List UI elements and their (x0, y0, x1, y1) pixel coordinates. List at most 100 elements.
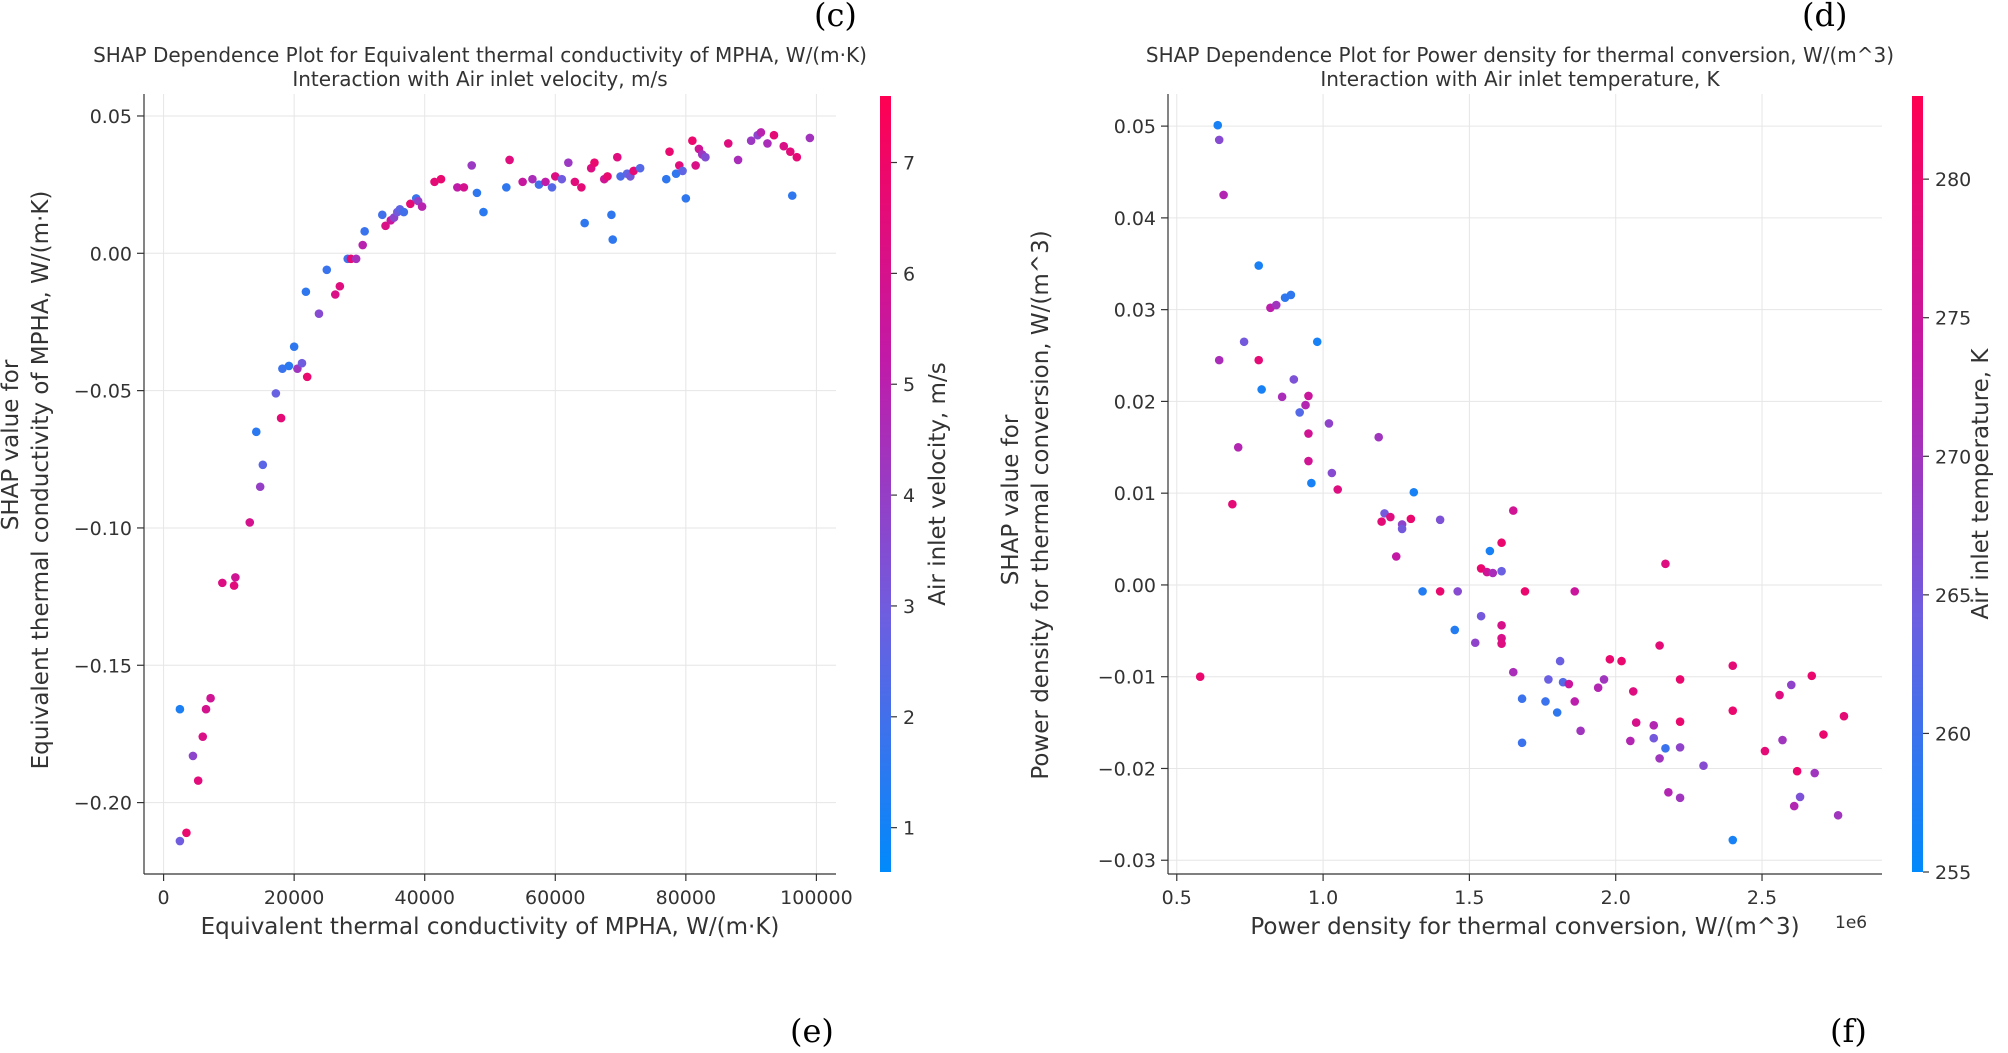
data-point (1254, 261, 1264, 270)
y-axis-label-line2: Equivalent thermal conductivity of MPHA,… (28, 191, 54, 770)
data-point (1386, 512, 1395, 522)
data-point (723, 139, 733, 148)
scatter-points (175, 128, 815, 846)
data-point (330, 290, 340, 299)
data-point (297, 358, 307, 368)
data-point (1541, 697, 1550, 706)
data-point (590, 158, 599, 167)
data-point (1391, 552, 1401, 561)
y-tick-label: −0.10 (74, 518, 132, 540)
data-point (1795, 792, 1805, 802)
data-point (1213, 120, 1223, 130)
data-point (1312, 337, 1322, 347)
x-tick-label: 0.5 (1162, 887, 1192, 909)
data-point (1661, 559, 1670, 569)
panel-label-e: (e) (790, 1012, 834, 1050)
data-point (1277, 392, 1287, 402)
data-point (1544, 675, 1553, 684)
data-point (206, 693, 215, 703)
colorbar-tick-label: 255 (1935, 862, 1971, 884)
data-point (1605, 654, 1615, 664)
data-point (1435, 515, 1445, 525)
data-point (1555, 656, 1565, 666)
data-point (1497, 538, 1506, 548)
data-point (1485, 546, 1495, 556)
data-point (201, 704, 211, 714)
data-point (1195, 672, 1205, 682)
x-tick-label: 40000 (394, 887, 454, 909)
x-tick-label: 1.5 (1454, 887, 1484, 909)
data-point (436, 174, 446, 184)
data-point (1304, 429, 1313, 438)
data-point (671, 169, 681, 178)
y-tick-label: −0.15 (74, 655, 132, 677)
data-point (1239, 337, 1249, 347)
y-ticks: −0.03 −0.02 −0.01 0.00 0.01 0.02 0.03 0.04 0.05 (1098, 116, 1168, 872)
data-point (550, 172, 560, 181)
data-point (557, 174, 567, 184)
data-point (479, 207, 488, 217)
data-point (1453, 587, 1462, 596)
data-point (635, 163, 645, 173)
data-point (1699, 761, 1708, 771)
chart-subtitle: Interaction with Air inlet temperature, … (1320, 67, 1720, 91)
data-point (1450, 625, 1460, 635)
data-point (1655, 641, 1664, 650)
data-point (188, 751, 198, 761)
data-point (258, 460, 268, 470)
data-point (1517, 738, 1527, 748)
data-point (564, 158, 573, 167)
chart-left: SHAP Dependence Plot for Equivalent ther… (0, 43, 951, 940)
data-point (1497, 621, 1506, 630)
colorbar-ticks: 1 2 3 4 5 6 7 (891, 153, 915, 840)
data-point (467, 161, 477, 170)
data-point (453, 183, 462, 192)
data-point (1570, 697, 1580, 706)
data-point (1374, 432, 1383, 442)
data-point (1271, 300, 1281, 310)
colorbar-tick-label: 7 (903, 153, 915, 175)
data-point (1626, 736, 1635, 746)
x-tick-label: 20000 (264, 887, 324, 909)
colorbar-tick-label: 3 (903, 596, 915, 618)
data-point (570, 177, 580, 187)
data-point (613, 152, 622, 162)
data-point (1289, 375, 1299, 384)
data-point (608, 235, 618, 244)
data-point (302, 372, 312, 382)
data-point (1631, 718, 1641, 727)
x-axis-label: Equivalent thermal conductivity of MPHA,… (201, 914, 780, 940)
data-point (1214, 355, 1224, 365)
data-point (289, 342, 299, 351)
colorbar-tick-label: 265 (1935, 585, 1971, 607)
axes (1167, 94, 1882, 875)
y-tick-label: −0.03 (1098, 850, 1156, 872)
y-tick-label: 0.03 (1114, 300, 1156, 322)
y-tick-label: 0.04 (1114, 208, 1156, 230)
data-point (284, 361, 294, 371)
data-point (335, 281, 345, 291)
y-tick-label: −0.05 (74, 381, 132, 403)
data-point (1675, 743, 1685, 752)
data-point (1327, 468, 1337, 478)
data-point (607, 210, 616, 220)
data-point (278, 364, 287, 373)
data-point (1649, 733, 1659, 743)
colorbar-tick-label: 1 (903, 818, 915, 840)
data-point (1333, 485, 1343, 494)
data-point (518, 177, 527, 187)
data-point (193, 776, 203, 785)
data-point (229, 581, 239, 590)
chart-title: SHAP Dependence Plot for Equivalent ther… (93, 43, 867, 67)
data-point (616, 172, 625, 181)
data-point (1775, 690, 1784, 700)
x-ticks: 0.5 1.0 1.5 2.0 2.5 (1162, 874, 1777, 909)
data-point (1617, 656, 1626, 666)
data-point (756, 128, 766, 137)
data-point (276, 413, 286, 423)
axes (143, 94, 836, 875)
data-point (1470, 638, 1480, 648)
data-point (779, 141, 789, 151)
x-tick-label: 1.0 (1308, 887, 1338, 909)
data-point (528, 174, 537, 184)
